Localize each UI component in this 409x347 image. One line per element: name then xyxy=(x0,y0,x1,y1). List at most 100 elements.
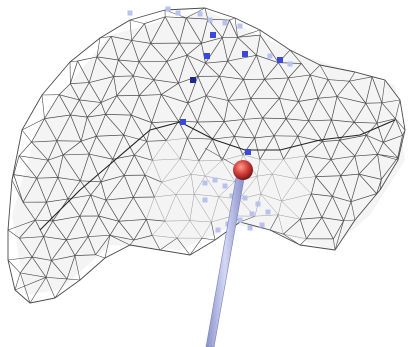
mesh-edge xyxy=(57,177,81,182)
mesh-edge xyxy=(104,235,111,259)
mesh-edge xyxy=(66,215,81,241)
mesh-edge xyxy=(133,174,146,198)
mesh-edge xyxy=(377,118,396,124)
mesh-edge xyxy=(70,114,82,142)
landmark-point-icon xyxy=(267,53,273,59)
mesh-edge xyxy=(288,74,311,79)
mesh-edge xyxy=(365,103,378,124)
mesh-edge xyxy=(129,19,132,41)
mesh-edge xyxy=(138,61,155,80)
mesh-edge xyxy=(80,135,97,142)
mesh-edge xyxy=(129,19,145,24)
mesh-edge xyxy=(186,7,206,19)
mesh-edge xyxy=(349,80,367,104)
mesh-edge xyxy=(349,76,373,82)
mesh-edge xyxy=(204,7,209,20)
mesh-edge xyxy=(118,197,134,222)
mesh-edge xyxy=(74,255,81,281)
mesh-edge xyxy=(58,83,71,95)
mesh-edge xyxy=(88,234,111,237)
mesh-edge xyxy=(321,196,333,218)
mesh-edge xyxy=(371,76,383,103)
mesh-edge xyxy=(227,37,238,62)
mesh-edge xyxy=(74,254,96,256)
landmark-point-icon xyxy=(237,23,243,29)
mesh-edge xyxy=(250,79,265,99)
mesh-edge xyxy=(205,175,236,182)
mesh-edge xyxy=(351,193,377,203)
mesh-edge xyxy=(96,37,101,57)
mesh-edge xyxy=(334,220,344,251)
mesh-edge xyxy=(237,37,257,56)
mesh-edge xyxy=(340,155,356,176)
mesh-edge xyxy=(88,153,102,183)
mesh-edge xyxy=(18,155,38,179)
mesh-edge xyxy=(297,120,309,137)
mesh-edge xyxy=(189,220,203,239)
mesh-edge xyxy=(31,140,57,143)
mesh-edge xyxy=(161,182,177,195)
mesh-edge xyxy=(36,177,58,179)
mesh-edge xyxy=(110,36,119,61)
mesh-edge xyxy=(179,17,187,44)
landmark-point-icon xyxy=(259,222,265,228)
mesh-edge xyxy=(262,117,286,120)
mesh-edge xyxy=(90,181,102,196)
mesh-edge xyxy=(150,16,166,44)
mesh-edge xyxy=(79,194,92,217)
mesh-edge xyxy=(151,235,161,251)
mesh-edge xyxy=(229,19,238,38)
mesh-edge xyxy=(79,82,90,101)
mesh-edge xyxy=(67,198,81,217)
mesh-edge xyxy=(330,140,340,160)
mesh-edge xyxy=(311,193,333,197)
mesh-edge xyxy=(381,79,386,103)
mesh-edge xyxy=(52,215,80,222)
mesh-edge xyxy=(250,98,263,119)
mesh-edge xyxy=(315,176,333,197)
mesh-edge xyxy=(308,98,319,121)
mesh-edge xyxy=(259,34,279,63)
mesh-edge xyxy=(79,99,102,103)
mesh-edge xyxy=(131,114,152,123)
mesh-edge xyxy=(98,215,111,236)
mesh-edge xyxy=(259,135,275,160)
mesh-edge xyxy=(315,159,332,177)
mesh-edge xyxy=(179,158,192,175)
mesh-edge xyxy=(165,120,179,141)
mesh-edge xyxy=(31,256,47,278)
mesh-edge xyxy=(57,177,69,200)
mesh-edge xyxy=(310,176,317,194)
mesh-edge xyxy=(105,175,125,201)
mesh-edge xyxy=(283,158,297,179)
mesh-edge xyxy=(322,139,340,142)
mesh-edge xyxy=(283,233,307,240)
mesh-edge xyxy=(13,155,20,175)
mesh-edge xyxy=(132,75,140,96)
mesh-edge xyxy=(283,155,306,160)
mesh-edge xyxy=(376,102,383,124)
mesh-edge xyxy=(201,237,216,241)
mesh-edge xyxy=(264,62,279,80)
mesh-edge xyxy=(340,175,352,202)
mesh-edge xyxy=(43,220,54,237)
mesh-edge xyxy=(144,23,152,44)
mesh-edge xyxy=(201,221,212,239)
mesh-edge xyxy=(132,61,140,77)
mesh-edge xyxy=(331,119,340,141)
mesh-edge xyxy=(285,101,299,119)
liver-wireframe-mesh xyxy=(7,7,406,304)
mesh-edge xyxy=(366,134,378,155)
mesh-edge xyxy=(29,277,47,304)
mesh-edge xyxy=(227,54,257,62)
mesh-edge xyxy=(289,49,302,64)
landmark-point-icon xyxy=(197,11,203,17)
mesh-edge xyxy=(254,137,261,160)
mesh-edge xyxy=(54,278,68,299)
mesh-edge xyxy=(88,136,97,155)
mesh-edge xyxy=(100,76,115,103)
mesh-edge xyxy=(212,121,225,140)
mesh-edge xyxy=(87,236,96,255)
mesh-edge xyxy=(44,94,60,119)
